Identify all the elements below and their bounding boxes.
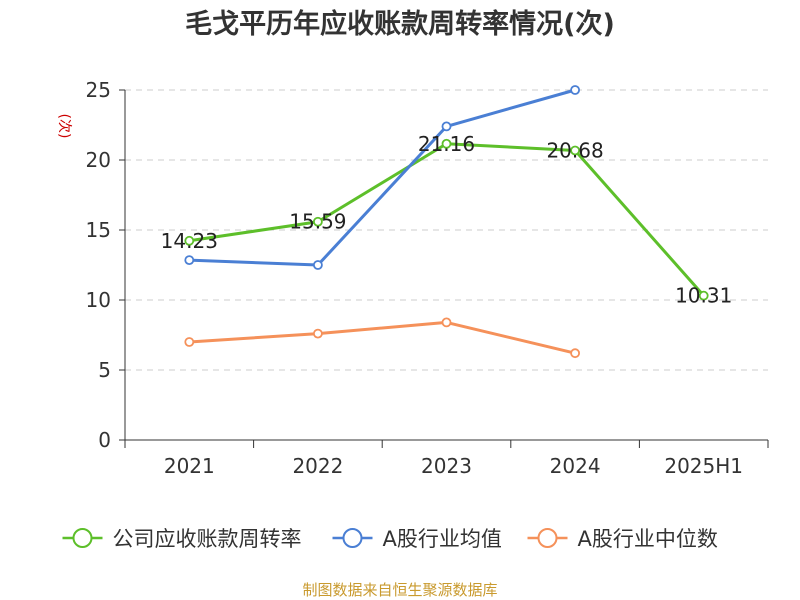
series-line-2 — [189, 88, 576, 267]
series-point-3 — [570, 348, 580, 359]
series-point-1 — [570, 145, 580, 156]
y-tick-label: 5 — [98, 358, 111, 382]
series-layer — [184, 85, 709, 359]
data-label: 10.31 — [675, 284, 732, 308]
x-tick-label: 2024 — [550, 454, 601, 478]
series-line-3 — [189, 320, 576, 355]
series-point-2 — [441, 121, 452, 132]
legend-marker — [537, 528, 558, 548]
y-tick-label: 20 — [86, 148, 111, 172]
axes: 0 5 10 15 20 25 2021 2022 2023 2024 2025H1 — [86, 78, 769, 478]
x-tick-label: 2022 — [292, 454, 343, 478]
legend-item-3[interactable]: A股行业中位数 — [527, 527, 718, 551]
legend-item-2[interactable]: A股行业均值 — [332, 527, 502, 551]
chart-title: 毛戈平历年应收账款周转率情况(次) — [185, 8, 615, 40]
legend-label: 公司应收账款周转率 — [113, 527, 302, 551]
legend-label: A股行业中位数 — [578, 527, 718, 551]
series-line-1 — [189, 142, 705, 297]
data-label: 15.59 — [289, 210, 346, 234]
series-point-1 — [184, 235, 195, 246]
series-point-2 — [184, 255, 195, 266]
legend-marker — [72, 528, 93, 548]
y-tick-label: 10 — [86, 288, 111, 312]
y-tick-label: 15 — [86, 218, 111, 242]
x-tick-label: 2021 — [164, 454, 215, 478]
legend: 公司应收账款周转率 A股行业均值 A股行业中位数 — [62, 527, 718, 551]
series-point-3 — [441, 317, 452, 328]
series-point-1 — [441, 138, 452, 149]
source-note: 制图数据来自恒生聚源数据库 — [302, 581, 497, 599]
data-label: 21.16 — [418, 132, 475, 156]
y-tick-label: 25 — [86, 78, 111, 102]
y-axis-label: (次) — [56, 114, 72, 139]
series-point-2 — [312, 260, 323, 270]
series-point-1 — [312, 216, 323, 227]
x-tick-label: 2025H1 — [664, 454, 743, 478]
x-tick-label: 2023 — [421, 454, 472, 478]
series-point-1 — [698, 290, 709, 301]
data-label: 20.68 — [546, 138, 603, 162]
gridlines — [125, 89, 768, 371]
data-labels: 14.23 15.59 21.16 20.68 10.31 — [161, 132, 733, 308]
legend-marker — [342, 528, 363, 548]
series-point-3 — [312, 328, 323, 339]
series-point-3 — [184, 337, 195, 347]
data-label: 14.23 — [161, 229, 218, 253]
legend-label: A股行业均值 — [383, 527, 502, 551]
series-point-2 — [570, 85, 580, 95]
y-tick-label: 0 — [98, 428, 111, 452]
legend-item-1[interactable]: 公司应收账款周转率 — [62, 527, 302, 551]
